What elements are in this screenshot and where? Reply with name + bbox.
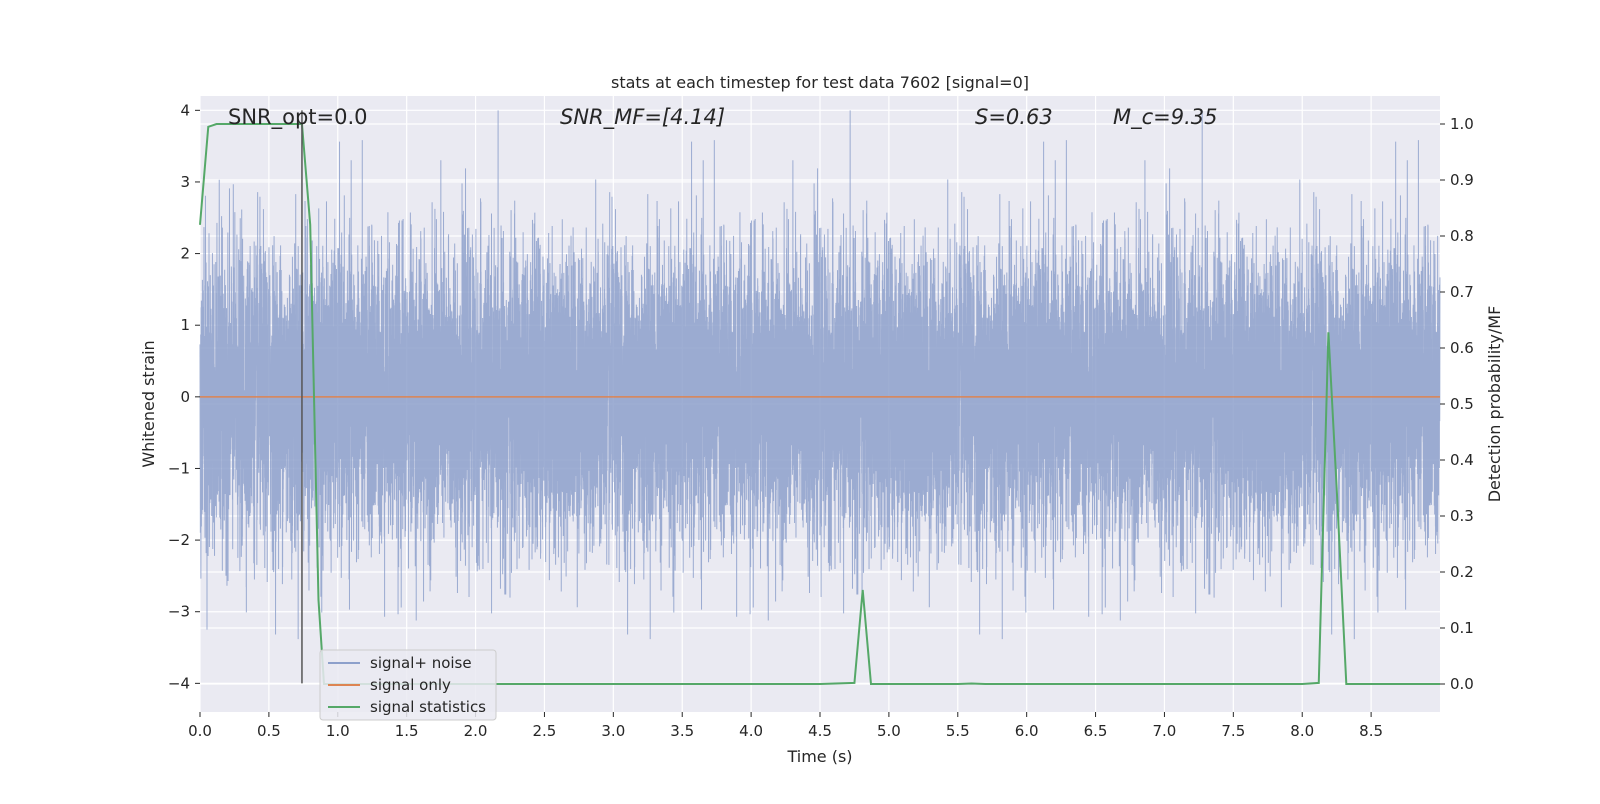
annotation-s-value: S=0.63 [975, 105, 1053, 129]
annotation-mc-value: M_c=9.35 [1113, 105, 1218, 130]
x-tick-label: 3.0 [601, 722, 625, 740]
x-tick-label: 1.0 [326, 722, 350, 740]
legend-box [319, 649, 497, 721]
x-axis-ticks: 0.0 0.5 1.0 1.5 2.0 2.5 3.0 3.5 4.0 4.5 5.0 5.5 6.0 6… [188, 712, 1383, 740]
legend: signal+ noise signal only signal statist… [319, 649, 497, 721]
x-tick-label: 3.5 [670, 722, 694, 740]
x-axis-label: Time (s) [786, 747, 852, 766]
y-tick-label: 0 [180, 388, 190, 406]
y2-axis-label: Detection probability/MF [1485, 306, 1504, 503]
y2-tick-label: 0.1 [1450, 619, 1474, 637]
y-axis-ticks: −4 −3 −2 −1 0 1 2 3 4 [168, 101, 200, 692]
y-tick-label: 3 [180, 173, 190, 191]
x-tick-label: 1.5 [395, 722, 419, 740]
x-tick-label: 4.0 [739, 722, 763, 740]
y-tick-label: −1 [168, 459, 190, 477]
x-tick-label: 2.0 [464, 722, 488, 740]
x-tick-label: 6.0 [1015, 722, 1039, 740]
y-tick-label: 4 [180, 101, 190, 119]
y-tick-label: 1 [180, 316, 190, 334]
y2-tick-label: 0.6 [1450, 339, 1474, 357]
x-tick-label: 5.0 [877, 722, 901, 740]
y-tick-label: −4 [168, 674, 190, 692]
x-tick-label: 8.5 [1359, 722, 1383, 740]
legend-label-signal: signal only [370, 676, 451, 694]
y-tick-label: 2 [180, 245, 190, 263]
y2-tick-label: 0.9 [1450, 171, 1474, 189]
y2-tick-label: 0.3 [1450, 507, 1474, 525]
x-tick-label: 4.5 [808, 722, 832, 740]
x-tick-label: 0.0 [188, 722, 212, 740]
y2-tick-label: 0.0 [1450, 675, 1474, 693]
annotation-snr-opt: SNR_opt=0.0 [228, 105, 368, 130]
x-tick-label: 6.5 [1084, 722, 1108, 740]
y-axis-label: Whitened strain [139, 340, 158, 467]
legend-label-stats: signal statistics [370, 698, 486, 716]
y2-axis-ticks: 0.0 0.1 0.2 0.3 0.4 0.5 0.6 0.7 0.8 0.9 1.0 [1440, 115, 1474, 693]
chart-title: stats at each timestep for test data 760… [611, 73, 1029, 92]
x-tick-label: 7.5 [1221, 722, 1245, 740]
x-tick-label: 8.0 [1290, 722, 1314, 740]
series-signal-statistics [199, 123, 1440, 685]
legend-label-noise: signal+ noise [370, 654, 472, 672]
annotation-snr-mf: SNR_MF=[4.14] [560, 105, 725, 130]
y2-tick-label: 0.7 [1450, 283, 1474, 301]
series-signal-noise [199, 110, 1441, 640]
y2-tick-label: 0.4 [1450, 451, 1474, 469]
y2-tick-label: 0.8 [1450, 227, 1474, 245]
x-tick-label: 0.5 [257, 722, 281, 740]
y2-tick-label: 1.0 [1450, 115, 1474, 133]
y-tick-label: −3 [168, 603, 190, 621]
x-tick-label: 5.5 [946, 722, 970, 740]
y2-tick-label: 0.2 [1450, 563, 1474, 581]
y-tick-label: −2 [168, 531, 190, 549]
x-tick-label: 7.0 [1153, 722, 1177, 740]
x-tick-label: 2.5 [533, 722, 557, 740]
y2-tick-label: 0.5 [1450, 395, 1474, 413]
series-layer [199, 110, 1441, 685]
